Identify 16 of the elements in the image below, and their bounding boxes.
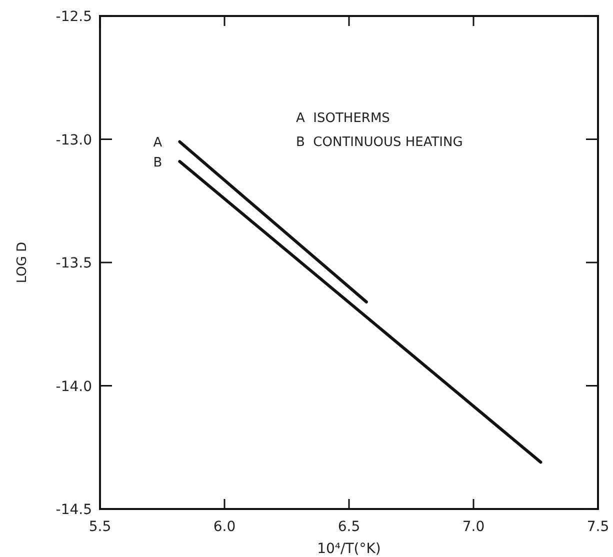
y-axis-title: LOG D — [15, 242, 30, 284]
x-tick-label: 5.5 — [88, 519, 112, 535]
y-tick-label: -14.0 — [56, 378, 92, 395]
series-label: A — [153, 136, 162, 151]
y-tick-label: -12.5 — [56, 9, 92, 25]
x-tick-label: 6.0 — [213, 519, 236, 535]
series-label: B — [153, 155, 162, 170]
annotation: A ISOTHERMS — [296, 111, 390, 126]
annotation: B CONTINUOUS HEATING — [296, 135, 463, 150]
y-tick-label: -13.5 — [56, 256, 92, 272]
x-tick-label: 7.5 — [586, 519, 610, 535]
y-tick-label: -14.5 — [56, 502, 92, 518]
y-tick-label: -13.0 — [56, 132, 92, 148]
x-tick-label: 6.5 — [338, 519, 360, 535]
x-axis-title: 10⁴/T(°K) — [317, 541, 381, 557]
x-tick-label: 7.0 — [462, 519, 485, 535]
